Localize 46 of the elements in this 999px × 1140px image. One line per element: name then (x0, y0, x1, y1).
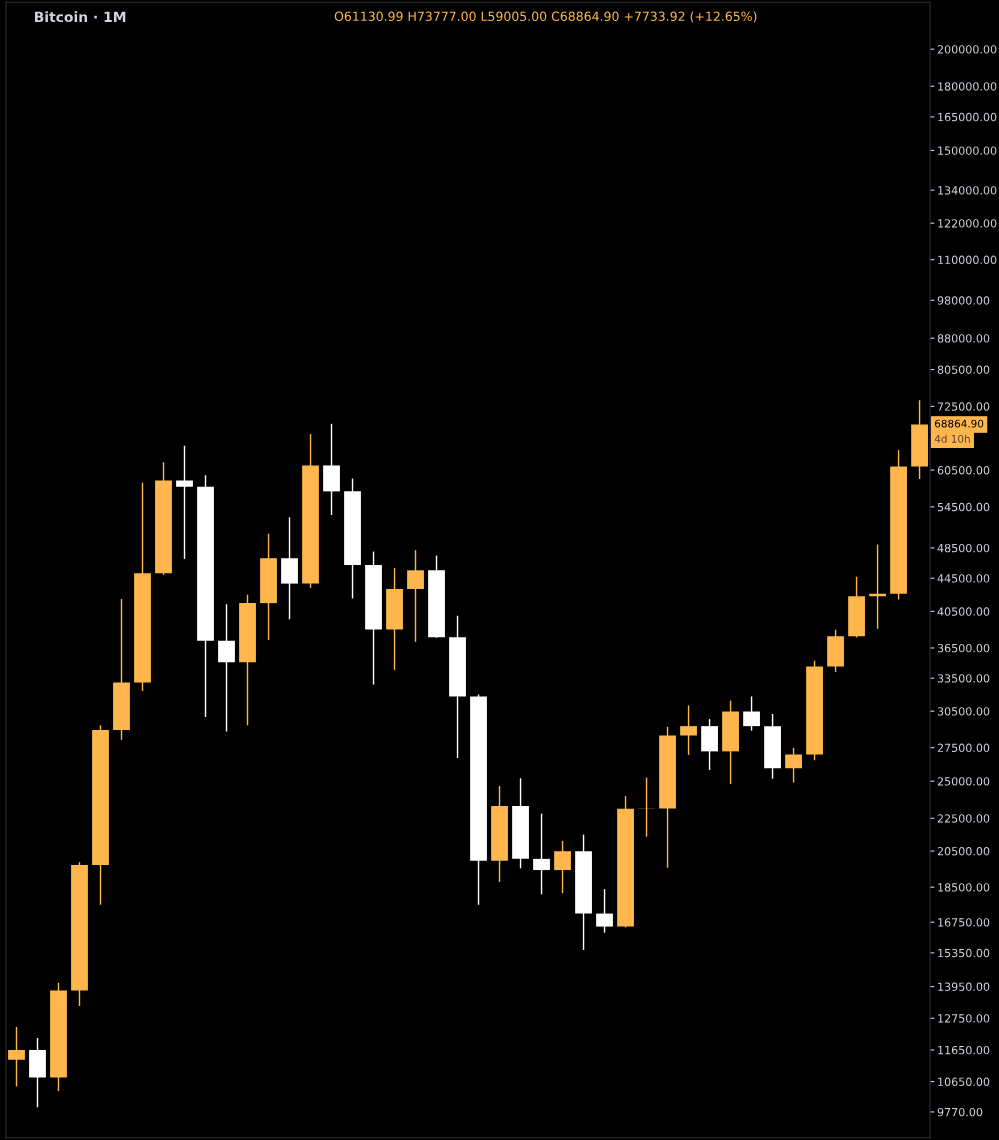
candlestick (596, 888, 613, 934)
y-tick-label: 30500.00 (937, 707, 990, 716)
candlestick (8, 1026, 25, 1088)
candlestick (176, 444, 193, 560)
text: 4d 10h (934, 434, 970, 443)
y-tick-label: 72500.00 (937, 402, 990, 411)
y-tick-label: 36500.00 (937, 643, 990, 653)
y-tick-label: 10650.00 (938, 1077, 990, 1086)
candlestick (533, 812, 550, 895)
y-tick-label: 44500.00 (937, 574, 990, 583)
y-tick-label: 150000.00 (938, 146, 997, 155)
text: 68864.90 (934, 419, 984, 428)
y-tick-label: 12750.00 (938, 1014, 990, 1023)
y-tick-label: 48500.00 (937, 543, 990, 553)
y-tick-label: 11650.00 (938, 1045, 990, 1055)
y-tick-label: 165000.00 (938, 112, 997, 122)
candlestick (743, 695, 760, 732)
candlestick (407, 549, 424, 643)
y-tick-label: 15350.00 (938, 948, 990, 958)
candlestick (638, 776, 655, 838)
y-tick-label: 18500.00 (938, 883, 990, 892)
y-tick-label: 13950.00 (938, 982, 990, 991)
annotation: O61130.99 H73777.00 L59005.00 C68864.90 +7733.92 (+12.65%) (334, 11, 757, 23)
text: Bitcoin · 1M (34, 11, 126, 23)
candlestick (785, 747, 802, 784)
candlestick (554, 840, 571, 894)
y-tick-label: 122000.00 (938, 219, 997, 228)
y-tick-label: 88000.00 (937, 334, 990, 343)
y-tick-label: 16750.00 (938, 918, 990, 927)
y-tick-label: 22500.00 (937, 814, 990, 823)
y-tick-label: 25000.00 (937, 777, 990, 786)
y-tick-label: 33500.00 (937, 674, 990, 683)
y-tick-label: 200000.00 (937, 45, 997, 54)
y-tick-label: 20500.00 (937, 847, 990, 856)
y-tick-label: 110000.00 (938, 255, 997, 265)
y-tick-label: 180000.00 (938, 82, 997, 91)
candlestick (218, 603, 235, 733)
y-tick-label: 54500.00 (937, 502, 990, 512)
y-tick-label: 80500.00 (937, 365, 990, 374)
y-tick-label: 134000.00 (938, 186, 997, 195)
y-tick-label: 60500.00 (937, 466, 990, 475)
y-tick-label: 27500.00 (937, 743, 990, 753)
y-tick-label: 40500.00 (937, 607, 990, 616)
y-tick-label: 9770.00 (937, 1107, 983, 1117)
y-tick-label: 98000.00 (937, 296, 990, 305)
candlestick (680, 704, 697, 756)
